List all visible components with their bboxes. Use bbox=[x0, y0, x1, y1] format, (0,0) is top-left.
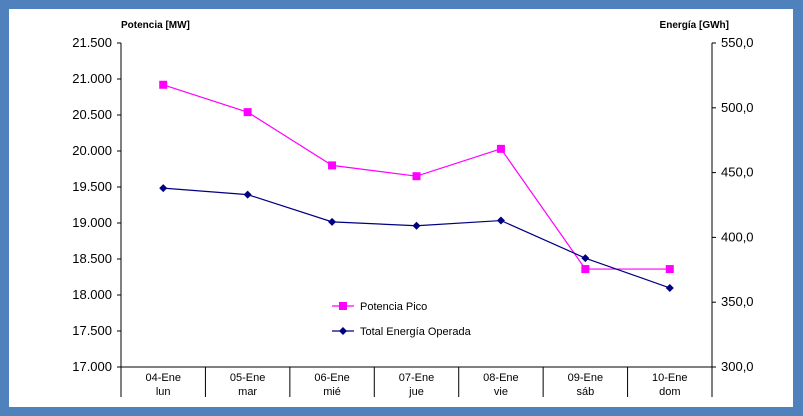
y-left-tick-label: 18.000 bbox=[72, 287, 112, 302]
legend-marker-energia bbox=[339, 327, 347, 335]
data-point-potencia bbox=[159, 80, 168, 89]
data-point-energia bbox=[412, 221, 421, 230]
y-left-tick-label: 18.500 bbox=[72, 251, 112, 266]
series-line-2 bbox=[163, 187, 670, 289]
y-left-tick-label: 17.000 bbox=[72, 359, 112, 374]
y-right-tick-label: 550,0 bbox=[721, 35, 754, 50]
data-point-energia bbox=[496, 216, 505, 225]
x-tick-label-date: 06-Ene bbox=[314, 372, 349, 384]
x-tick-label-date: 10-Ene bbox=[652, 372, 687, 384]
legend-label-1: Potencia Pico bbox=[360, 301, 427, 313]
y-right-tick-label: 350,0 bbox=[721, 294, 754, 309]
y-left-axis-title: Potencia [MW] bbox=[121, 20, 190, 31]
x-tick-label-day: vie bbox=[494, 386, 508, 398]
y-left-tick-label: 20.000 bbox=[72, 143, 112, 158]
data-point-potencia bbox=[412, 172, 421, 181]
y-right-axis-title: Energía [GWh] bbox=[660, 20, 729, 31]
x-tick-label-day: jue bbox=[408, 386, 424, 398]
y-right-tick-label: 300,0 bbox=[721, 359, 754, 374]
legend-marker-potencia bbox=[339, 302, 347, 310]
y-right-tick-label: 500,0 bbox=[721, 100, 754, 115]
x-tick-label-date: 08-Ene bbox=[483, 372, 518, 384]
x-tick-label-day: lun bbox=[156, 386, 171, 398]
x-tick-label-day: dom bbox=[659, 386, 680, 398]
data-point-energia bbox=[328, 217, 337, 226]
data-point-potencia bbox=[243, 108, 252, 117]
data-point-energia bbox=[581, 254, 590, 263]
data-point-energia bbox=[159, 184, 168, 193]
x-tick-label-date: 04-Ene bbox=[145, 372, 180, 384]
data-point-potencia bbox=[328, 161, 337, 170]
legend: Potencia Pico Total Energía Operada bbox=[332, 301, 472, 338]
data-point-potencia bbox=[581, 265, 590, 274]
y-right-tick-label: 400,0 bbox=[721, 229, 754, 244]
y-right-tick-label: 450,0 bbox=[721, 165, 754, 180]
data-point-energia bbox=[665, 283, 674, 292]
x-tick-label-date: 05-Ene bbox=[230, 372, 265, 384]
x-tick-label-day: mar bbox=[238, 386, 257, 398]
data-point-potencia bbox=[665, 265, 674, 274]
y-left-tick-label: 21.500 bbox=[72, 35, 112, 50]
chart-frame: Potencia [MW] Energía [GWh] 21.500 21.000… bbox=[9, 9, 793, 407]
y-left-tick-label: 21.000 bbox=[72, 71, 112, 86]
series-layer bbox=[159, 80, 674, 292]
chart: Potencia [MW] Energía [GWh] 21.500 21.000… bbox=[72, 20, 753, 398]
legend-label-2: Total Energía Operada bbox=[360, 326, 472, 338]
y-left-tick-label: 17.500 bbox=[72, 323, 112, 338]
y-left-tick-label: 20.500 bbox=[72, 107, 112, 122]
data-point-potencia bbox=[496, 144, 505, 153]
axes: 21.500 21.000 20.500 20.000 19.500 19.000 18.5… bbox=[72, 35, 753, 398]
y-left-tick-label: 19.000 bbox=[72, 215, 112, 230]
y-left-tick-label: 19.500 bbox=[72, 179, 112, 194]
x-tick-label-day: sáb bbox=[576, 386, 594, 398]
data-point-energia bbox=[243, 190, 252, 199]
x-tick-label-date: 09-Ene bbox=[568, 372, 603, 384]
x-tick-label-day: mié bbox=[323, 386, 341, 398]
x-tick-label-date: 07-Ene bbox=[399, 372, 434, 384]
